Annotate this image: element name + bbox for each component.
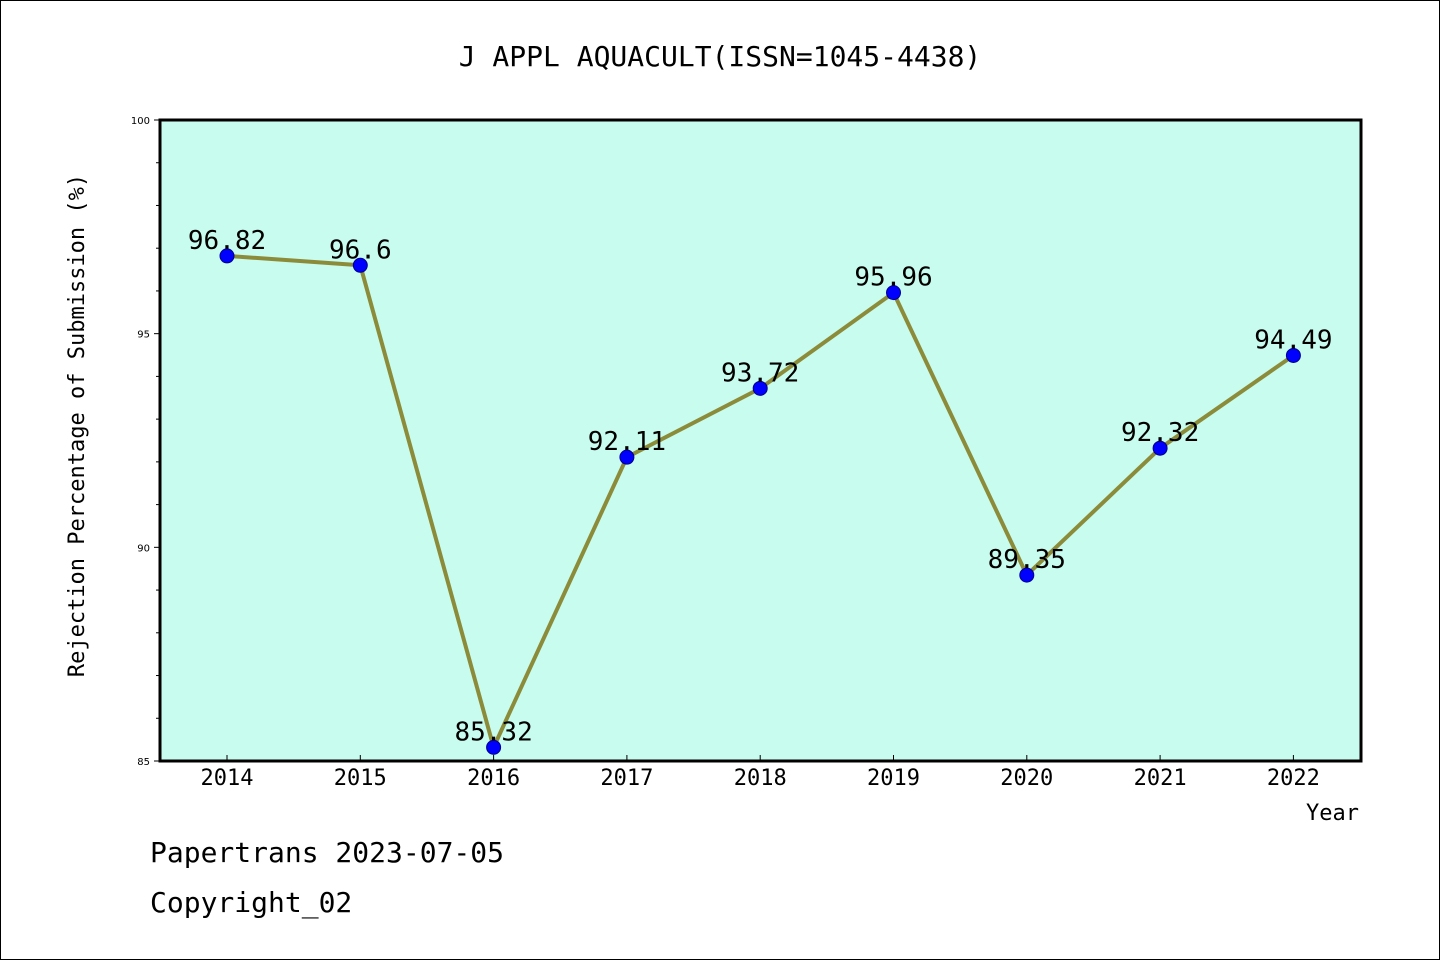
x-axis-ticks: 2014 2015 2016 2017 2018 2019 2020 2021 2022 bbox=[201, 755, 1320, 791]
chart-title: J APPL AQUACULT(ISSN=1045-4438) bbox=[459, 40, 982, 73]
x-tick-label: 2021 bbox=[1134, 766, 1187, 791]
x-tick-label: 2020 bbox=[1000, 766, 1053, 791]
x-axis-label: Year bbox=[1306, 801, 1359, 826]
data-label: 92.11 bbox=[588, 427, 666, 457]
plot-area bbox=[158, 118, 1363, 763]
data-point bbox=[886, 285, 901, 301]
data-label: 85.32 bbox=[454, 717, 532, 747]
data-point bbox=[1152, 440, 1168, 456]
x-tick-label: 2017 bbox=[600, 766, 653, 791]
data-markers bbox=[219, 248, 1301, 755]
data-point bbox=[752, 380, 768, 396]
y-tick-label: 100 bbox=[131, 116, 150, 127]
data-point bbox=[619, 449, 635, 465]
footer-date: Papertrans 2023-07-05 bbox=[150, 836, 505, 869]
data-point bbox=[486, 739, 502, 755]
y-axis-ticks: 85 90 95 100 bbox=[131, 116, 160, 768]
y-tick-label: 85 bbox=[137, 757, 150, 768]
x-tick-label: 2018 bbox=[734, 766, 787, 791]
data-label: 94.49 bbox=[1254, 325, 1332, 355]
data-label: 95.96 bbox=[854, 263, 932, 293]
x-tick-label: 2016 bbox=[467, 766, 520, 791]
y-tick-label: 90 bbox=[137, 543, 150, 554]
footer-copyright: Copyright_02 bbox=[150, 886, 353, 919]
data-label: 96.6 bbox=[329, 235, 392, 265]
data-label: 93.72 bbox=[721, 358, 799, 388]
data-point bbox=[219, 248, 235, 264]
x-tick-label: 2015 bbox=[334, 766, 387, 791]
data-point bbox=[1285, 347, 1301, 363]
data-label: 96.82 bbox=[188, 226, 266, 256]
x-tick-label: 2019 bbox=[867, 766, 920, 791]
x-tick-label: 2022 bbox=[1267, 766, 1320, 791]
data-labels: 96.82 96.6 85.32 92.11 93.72 95.96 89.35 92.32 9… bbox=[188, 226, 1333, 747]
y-axis-label: Rejection Percentage of Submission (%) bbox=[65, 174, 90, 677]
data-point bbox=[352, 257, 368, 273]
x-tick-label: 2014 bbox=[201, 766, 254, 791]
data-label: 89.35 bbox=[988, 545, 1066, 575]
y-tick-label: 95 bbox=[137, 330, 150, 341]
data-point bbox=[1019, 567, 1035, 583]
data-label: 92.32 bbox=[1121, 418, 1199, 448]
